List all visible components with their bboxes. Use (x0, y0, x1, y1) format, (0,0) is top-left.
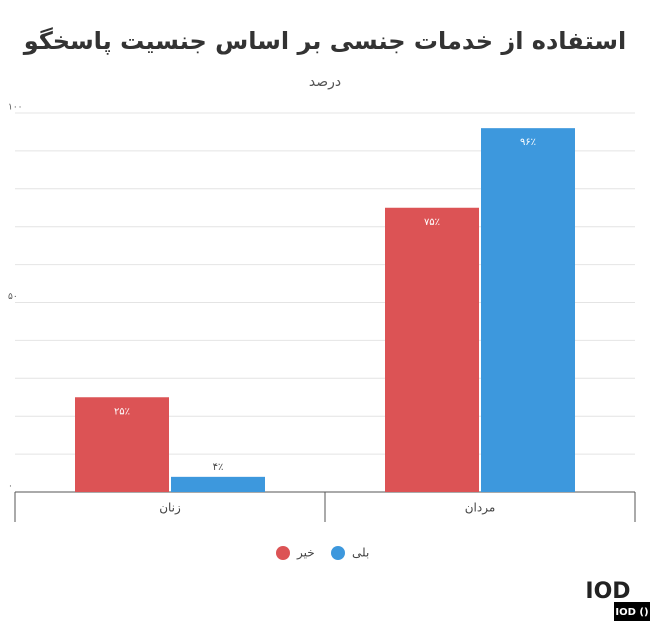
logo: IOD (585, 579, 630, 604)
legend-swatch (276, 546, 290, 560)
bar (75, 397, 169, 492)
value-label: ۹۶٪ (520, 137, 536, 148)
badge-bg (614, 602, 650, 621)
x-tick-label: مردان (465, 501, 496, 516)
chart-title: استفاده از خدمات جنسی بر اساس جنسیت پاسخ… (23, 27, 626, 55)
x-tick-label: زنان (159, 501, 181, 516)
value-label: ۲۵٪ (114, 406, 130, 417)
bar (171, 476, 265, 492)
badge: IOD () (615, 607, 648, 618)
legend-label: بلی (352, 546, 369, 560)
chart-subtitle: درصد (309, 74, 341, 90)
bar (385, 207, 479, 492)
legend-label: خیر (296, 546, 315, 561)
bar (481, 128, 575, 492)
y-tick-label: ۵۰ (8, 292, 18, 302)
legend-swatch (331, 546, 345, 560)
value-label: ۷۵٪ (424, 217, 440, 228)
value-label: ۴٪ (213, 462, 224, 473)
y-tick-label: ۱۰۰ (8, 103, 23, 113)
y-tick-label: ۰ (8, 482, 13, 492)
